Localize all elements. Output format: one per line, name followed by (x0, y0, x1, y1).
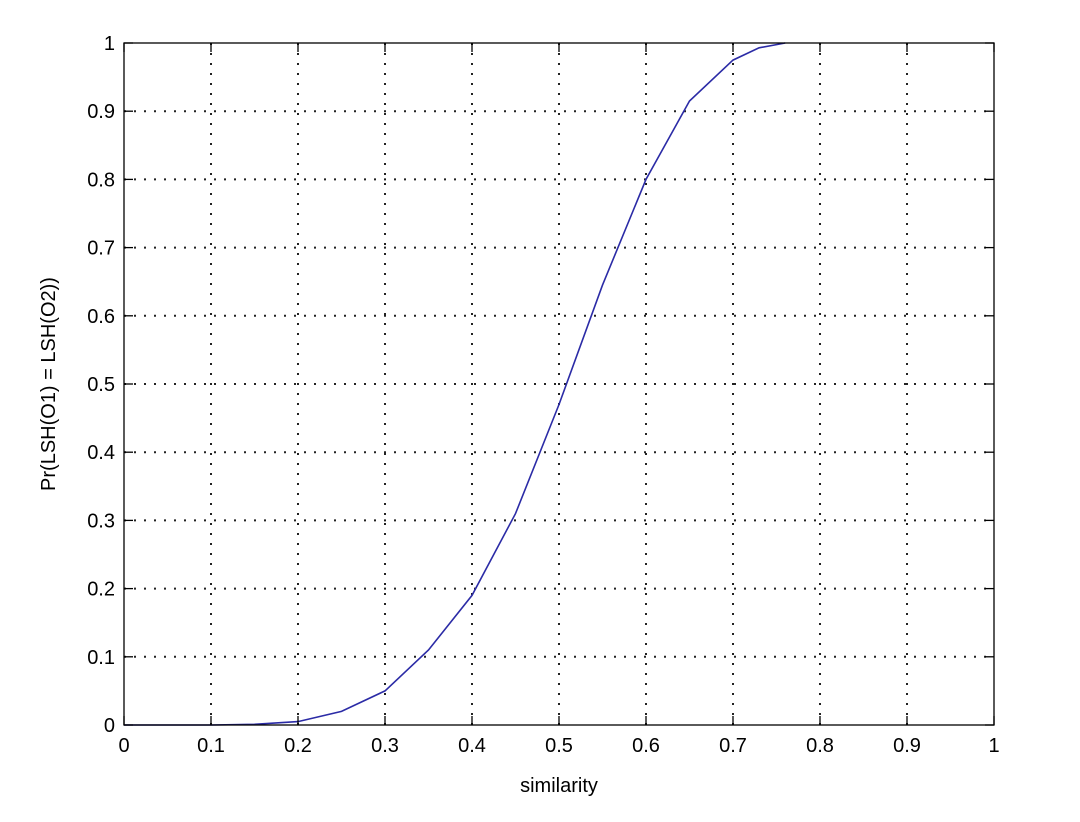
x-tick-label: 0.8 (806, 735, 834, 757)
y-tick-label: 1 (104, 33, 115, 55)
y-tick-label: 0.2 (87, 579, 115, 601)
x-tick-label: 0.4 (458, 735, 486, 757)
y-tick-label: 0.4 (87, 442, 115, 464)
ticks: 0 0.1 0.2 0.3 0.4 0.5 0.6 0.7 0.8 0.9 1 0 0.1 0.2 0.3 0… (87, 33, 999, 757)
x-tick-label: 0.1 (197, 735, 225, 757)
y-tick-label: 0.6 (87, 306, 115, 328)
y-tick-label: 0.8 (87, 169, 115, 191)
x-tick-label: 0 (118, 735, 129, 757)
y-axis-label: Pr(LSH(O1) = LSH(O2)) (38, 277, 60, 491)
grid (124, 43, 994, 725)
y-tick-label: 0.5 (87, 374, 115, 396)
y-tick-label: 0.9 (87, 101, 115, 123)
x-axis-label: similarity (520, 775, 598, 797)
x-tick-label: 0.6 (632, 735, 660, 757)
x-tick-label: 0.9 (893, 735, 921, 757)
y-tick-label: 0 (104, 715, 115, 737)
x-tick-label: 0.2 (284, 735, 312, 757)
x-tick-label: 0.7 (719, 735, 747, 757)
y-tick-label: 0.3 (87, 510, 115, 532)
x-tick-label: 1 (988, 735, 999, 757)
x-tick-label: 0.3 (371, 735, 399, 757)
y-tick-label: 0.7 (87, 238, 115, 260)
x-tick-label: 0.5 (545, 735, 573, 757)
y-tick-label: 0.1 (87, 647, 115, 669)
